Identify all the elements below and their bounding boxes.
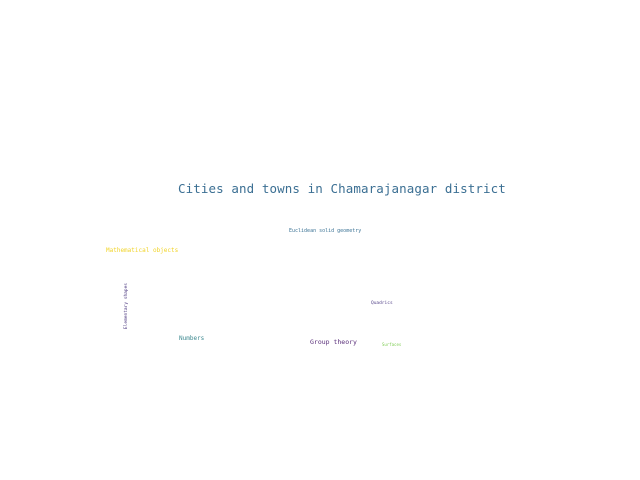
word-cloud-term: Mathematical objects <box>106 247 179 254</box>
word-cloud-term: Quadrics <box>371 301 393 306</box>
word-cloud-term: Group theory <box>310 338 357 346</box>
word-cloud-term: Surfaces <box>382 342 402 347</box>
word-cloud-term: Numbers <box>179 335 205 342</box>
word-cloud-term: Elementary shapes <box>124 283 129 330</box>
word-cloud-term: Cities and towns in Chamarajanagar distr… <box>178 181 506 196</box>
word-cloud-term: Euclidean solid geometry <box>289 228 362 234</box>
